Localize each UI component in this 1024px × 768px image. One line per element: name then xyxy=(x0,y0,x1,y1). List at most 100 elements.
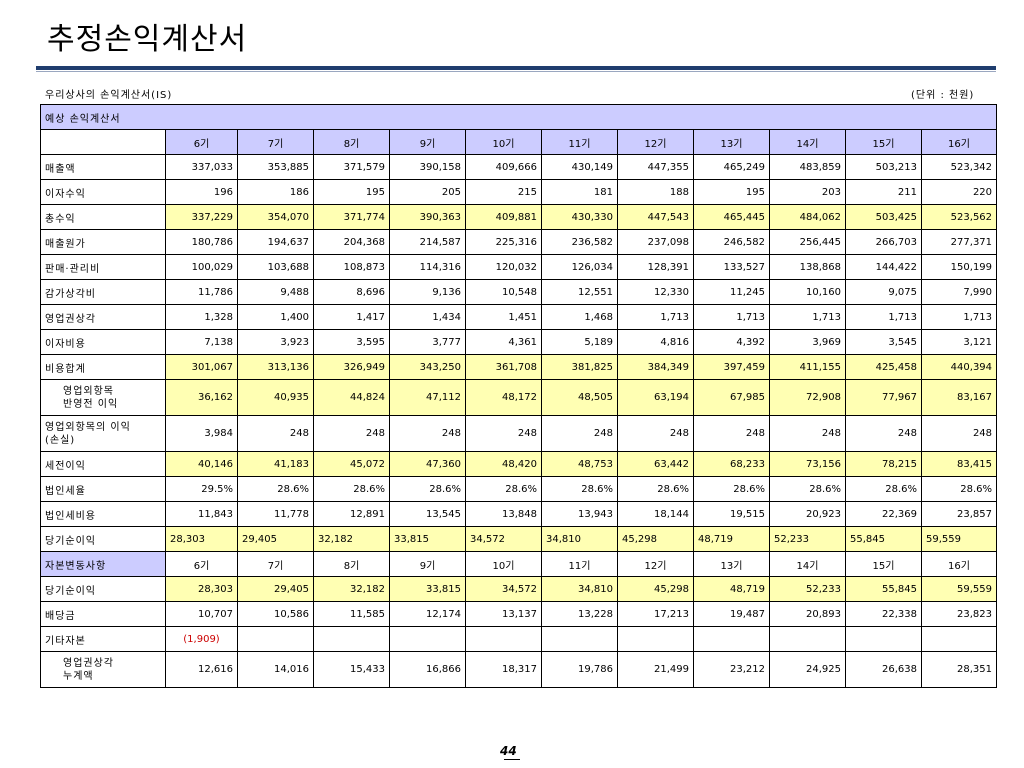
table-row: 법인세비용 11,843 11,778 12,891 13,545 13,848 13,94… xyxy=(40,501,998,527)
page-number: 44 xyxy=(500,744,517,758)
value-cell: 13,545 xyxy=(389,501,466,527)
table-row: 영업외항목의 이익 (손실) 3,984 248 248 248 248 248 248 248 2… xyxy=(40,415,998,452)
value-cell: 447,355 xyxy=(617,154,694,180)
period-header: 9기 xyxy=(389,129,466,155)
value-cell: 20,893 xyxy=(769,601,846,627)
value-cell: 19,487 xyxy=(693,601,770,627)
value-cell: 248 xyxy=(769,415,846,452)
value-cell: 41,183 xyxy=(237,451,314,477)
value-cell: 47,112 xyxy=(389,379,466,416)
value-cell: 10,548 xyxy=(465,279,542,305)
row-label: 영업권상각 누계액 xyxy=(40,651,166,688)
value-cell: 23,857 xyxy=(920,501,998,527)
period-header: 8기 xyxy=(313,129,390,155)
value-cell: 114,316 xyxy=(389,254,466,280)
period-header: 10기 xyxy=(465,129,542,155)
value-cell: 3,595 xyxy=(313,329,390,355)
value-cell: 28.6% xyxy=(845,476,922,502)
row-label: 법인세비용 xyxy=(40,501,166,527)
value-cell: 1,434 xyxy=(389,304,466,330)
value-cell: 12,551 xyxy=(541,279,618,305)
value-cell: 29,405 xyxy=(237,576,314,602)
value-cell: 523,562 xyxy=(920,204,998,230)
value-cell: 20,923 xyxy=(769,501,846,527)
value-cell: 17,213 xyxy=(617,601,694,627)
value-cell: 21,499 xyxy=(617,651,694,688)
value-cell: 1,713 xyxy=(769,304,846,330)
value-cell: 440,394 xyxy=(920,354,998,380)
value-cell: 313,136 xyxy=(237,354,314,380)
value-cell: 483,859 xyxy=(769,154,846,180)
row-label: 감가상각비 xyxy=(40,279,166,305)
period-header: 8기 xyxy=(313,551,390,577)
value-cell: 23,212 xyxy=(693,651,770,688)
value-cell: 48,172 xyxy=(465,379,542,416)
value-cell: 48,719 xyxy=(693,576,770,602)
value-cell: 100,029 xyxy=(165,254,238,280)
value-cell: 248 xyxy=(920,415,998,452)
section-header-row: 자본변동사항 6기 7기 8기 9기 10기 11기 12기 13기 14기 15기 16기 xyxy=(40,551,998,577)
value-cell: 28.6% xyxy=(389,476,466,502)
value-cell: 18,144 xyxy=(617,501,694,527)
value-cell: 425,458 xyxy=(845,354,922,380)
period-header: 15기 xyxy=(845,551,922,577)
title-divider xyxy=(36,66,996,70)
value-cell: 28.6% xyxy=(693,476,770,502)
value-cell xyxy=(769,626,846,652)
value-cell: 195 xyxy=(313,179,390,205)
value-cell: 10,586 xyxy=(237,601,314,627)
value-cell: 248 xyxy=(389,415,466,452)
table-row: 비용합계 301,067 313,136 326,949 343,250 361,708 3… xyxy=(40,354,998,380)
value-cell: 447,543 xyxy=(617,204,694,230)
value-cell: 411,155 xyxy=(769,354,846,380)
row-label-line: 반영전 이익 xyxy=(63,398,119,410)
value-cell: 1,468 xyxy=(541,304,618,330)
period-header: 7기 xyxy=(237,551,314,577)
row-label: 이자수익 xyxy=(40,179,166,205)
value-cell: 45,298 xyxy=(617,526,694,552)
value-cell: 34,810 xyxy=(541,576,618,602)
value-cell xyxy=(693,626,770,652)
row-label: 판매·관리비 xyxy=(40,254,166,280)
value-cell: 24,925 xyxy=(769,651,846,688)
value-cell: 3,777 xyxy=(389,329,466,355)
value-cell: 390,363 xyxy=(389,204,466,230)
value-cell: 384,349 xyxy=(617,354,694,380)
value-cell: 484,062 xyxy=(769,204,846,230)
value-cell: 430,330 xyxy=(541,204,618,230)
value-cell: 248 xyxy=(617,415,694,452)
table-row: 이자수익 196 186 195 205 215 181 188 195 203 211 220 xyxy=(40,179,998,205)
table-caption: 우리상사의 손익계산서(IS) xyxy=(45,90,173,101)
table-row: 영업권상각 누계액 12,616 14,016 15,433 16,866 18,317 19… xyxy=(40,651,998,688)
value-cell: 337,229 xyxy=(165,204,238,230)
value-cell: 59,559 xyxy=(920,526,998,552)
value-cell: 29,405 xyxy=(237,526,314,552)
value-cell: 326,949 xyxy=(313,354,390,380)
value-cell: 11,843 xyxy=(165,501,238,527)
value-cell: 277,371 xyxy=(920,229,998,255)
value-cell: 8,696 xyxy=(313,279,390,305)
value-cell: 63,442 xyxy=(617,451,694,477)
value-cell: 103,688 xyxy=(237,254,314,280)
value-cell: 248 xyxy=(541,415,618,452)
value-cell: 19,786 xyxy=(541,651,618,688)
value-cell: 34,810 xyxy=(541,526,618,552)
row-label-line: 영업외항목의 이익 xyxy=(45,421,131,433)
row-label: 총수익 xyxy=(40,204,166,230)
value-cell: 13,228 xyxy=(541,601,618,627)
value-cell: 301,067 xyxy=(165,354,238,380)
row-label: 매출원가 xyxy=(40,229,166,255)
row-label: 영업외항목 반영전 이익 xyxy=(40,379,166,416)
value-cell: 28.6% xyxy=(920,476,998,502)
value-cell: 77,967 xyxy=(845,379,922,416)
value-cell: 32,182 xyxy=(313,576,390,602)
value-cell: 381,825 xyxy=(541,354,618,380)
table-row: 판매·관리비 100,029 103,688 108,873 114,316 120,03… xyxy=(40,254,998,280)
row-label: 이자비용 xyxy=(40,329,166,355)
period-header: 11기 xyxy=(541,129,618,155)
value-cell: 248 xyxy=(465,415,542,452)
value-cell: 47,360 xyxy=(389,451,466,477)
value-cell: 180,786 xyxy=(165,229,238,255)
value-cell xyxy=(313,626,390,652)
row-label: 기타자본 xyxy=(40,626,166,652)
